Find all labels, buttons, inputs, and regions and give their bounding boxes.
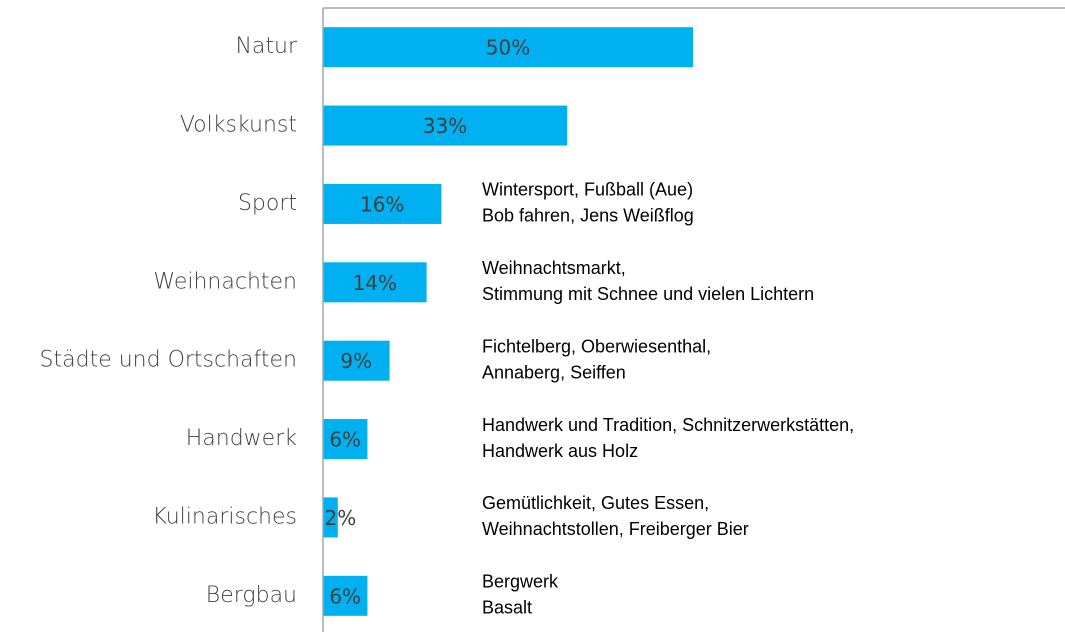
value-label: 33% <box>423 114 467 138</box>
value-label: 2% <box>325 506 357 530</box>
category-label: Weihnachten <box>153 269 297 294</box>
category-label: Sport <box>238 191 297 216</box>
bar <box>323 575 368 616</box>
bar <box>323 419 368 460</box>
category-label: Bergbau <box>206 583 297 608</box>
annotation: Bob fahren, Jens Weißflog <box>482 206 694 226</box>
annotation: Stimmung mit Schnee und vielen Lichtern <box>482 284 814 304</box>
annotation: Gemütlichkeit, Gutes Essen, <box>482 493 709 513</box>
bar <box>323 340 390 381</box>
value-label: 6% <box>329 428 361 452</box>
category-label: Volkskunst <box>180 113 297 138</box>
bar <box>323 27 693 68</box>
annotation: Handwerk und Tradition, Schnitzerwerkstä… <box>482 415 854 435</box>
value-label: 9% <box>340 349 372 373</box>
value-label: 14% <box>353 271 397 295</box>
annotation: Weihnachtsmarkt, <box>482 258 626 278</box>
annotation: Bergwerk <box>482 572 559 592</box>
value-label: 6% <box>329 584 361 608</box>
category-label: Städte und Ortschaften <box>40 348 297 373</box>
bar <box>323 183 442 224</box>
annotation: Wintersport, Fußball (Aue) <box>482 180 693 200</box>
bar <box>323 262 427 303</box>
annotation: Basalt <box>482 598 532 618</box>
annotation: Handwerk aus Holz <box>482 441 638 461</box>
value-label: 50% <box>486 36 530 60</box>
annotation: Fichtelberg, Oberwiesenthal, <box>482 336 711 356</box>
category-label: Natur <box>235 34 298 59</box>
annotation: Weihnachtstollen, Freiberger Bier <box>482 519 749 539</box>
category-label: Kulinarisches <box>152 504 297 529</box>
value-label: 16% <box>360 192 404 216</box>
bar <box>323 497 338 538</box>
bar <box>323 105 568 146</box>
annotation: Annaberg, Seiffen <box>482 362 626 382</box>
category-label: Handwerk <box>186 426 298 451</box>
